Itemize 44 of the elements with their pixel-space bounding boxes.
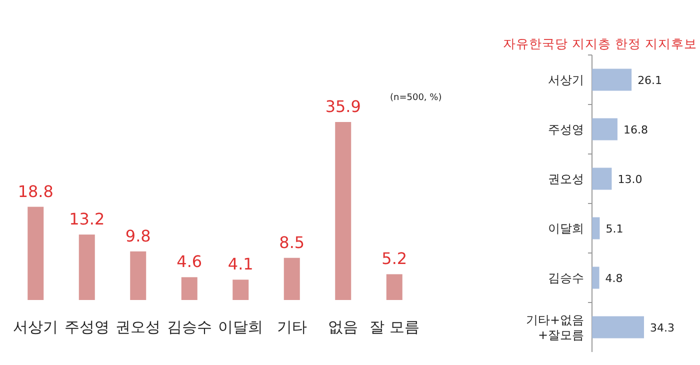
y-tick-label: 주성영 bbox=[548, 122, 584, 136]
bar bbox=[335, 122, 352, 300]
bar bbox=[130, 251, 146, 300]
y-tick-label: 김승수 bbox=[548, 270, 584, 285]
bar bbox=[28, 206, 44, 300]
data-label: 4.8 bbox=[605, 272, 623, 285]
x-tick-label: 권오성 bbox=[116, 318, 161, 336]
bar bbox=[284, 258, 300, 300]
x-tick-label: 이달희 bbox=[218, 318, 264, 336]
data-label: 16.8 bbox=[623, 123, 648, 136]
data-label: 35.9 bbox=[325, 97, 361, 116]
x-tick-label: 잘 모름 bbox=[369, 318, 420, 336]
data-label: 8.5 bbox=[279, 232, 305, 252]
y-tick-label: 기타+없음+잘모름 bbox=[526, 312, 584, 342]
data-label: 34.3 bbox=[650, 321, 674, 334]
bar bbox=[386, 274, 402, 300]
bar bbox=[232, 280, 249, 300]
y-tick-label: 권오성 bbox=[548, 172, 584, 186]
data-label: 4.6 bbox=[176, 252, 202, 272]
bar bbox=[592, 68, 632, 91]
data-label: 5.2 bbox=[382, 249, 408, 268]
bar bbox=[592, 118, 618, 140]
data-label: 13.2 bbox=[69, 210, 105, 229]
bar bbox=[592, 168, 612, 190]
chart-title: 자유한국당 지지층 한정 지지후보 bbox=[503, 36, 697, 51]
bar bbox=[592, 266, 600, 289]
x-tick-label: 서상기 bbox=[13, 318, 58, 336]
data-label: 13.0 bbox=[618, 172, 642, 186]
data-label: 4.1 bbox=[228, 254, 254, 274]
x-tick-label: 기타 bbox=[276, 318, 307, 336]
data-label: 26.1 bbox=[638, 74, 662, 87]
x-tick-label: 없음 bbox=[328, 318, 358, 336]
data-label: 5.1 bbox=[606, 222, 624, 236]
text: (n=500, %) bbox=[390, 93, 442, 103]
bar bbox=[592, 217, 600, 240]
data-label: 18.8 bbox=[18, 182, 54, 201]
bar bbox=[592, 316, 644, 338]
bar bbox=[181, 277, 198, 300]
y-tick-label: 이달희 bbox=[548, 221, 584, 236]
y-tick-label: 서상기 bbox=[548, 72, 584, 87]
data-label: 9.8 bbox=[125, 226, 151, 246]
x-tick-label: 주성영 bbox=[64, 318, 110, 336]
x-tick-label: 김승수 bbox=[166, 318, 212, 336]
bar bbox=[78, 234, 95, 300]
